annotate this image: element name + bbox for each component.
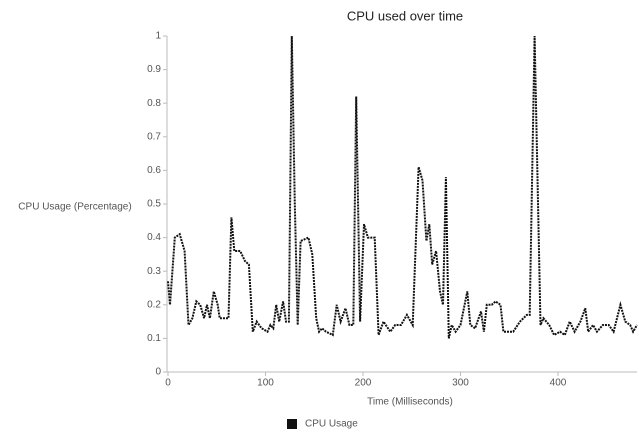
y-axis-label: CPU Usage (Percentage) [18, 202, 131, 213]
y-tick-label: 0.7 [147, 131, 161, 142]
y-tick-label: 0.1 [147, 333, 161, 344]
legend-label: CPU Usage [305, 419, 358, 430]
x-tick-label: 300 [452, 378, 469, 389]
y-tick-label: 0 [155, 367, 161, 378]
data-line [167, 35, 638, 339]
x-tick-label: 0 [165, 378, 171, 389]
x-tick-label: 400 [550, 378, 567, 389]
x-tick-label: 100 [257, 378, 274, 389]
y-tick-label: 1 [155, 31, 161, 42]
chart-title: CPU used over time [347, 8, 463, 23]
y-tick-label: 0.8 [147, 98, 161, 109]
x-tick-label: 200 [355, 378, 372, 389]
y-tick-label: 0.9 [147, 64, 161, 75]
legend-swatch [287, 419, 297, 429]
y-tick-label: 0.2 [147, 299, 161, 310]
y-tick-label: 0.5 [147, 199, 161, 210]
y-tick-label: 0.3 [147, 266, 161, 277]
x-axis-label: Time (Milliseconds) [367, 397, 453, 408]
y-tick-label: 0.6 [147, 165, 161, 176]
y-tick-label: 0.4 [147, 232, 161, 243]
